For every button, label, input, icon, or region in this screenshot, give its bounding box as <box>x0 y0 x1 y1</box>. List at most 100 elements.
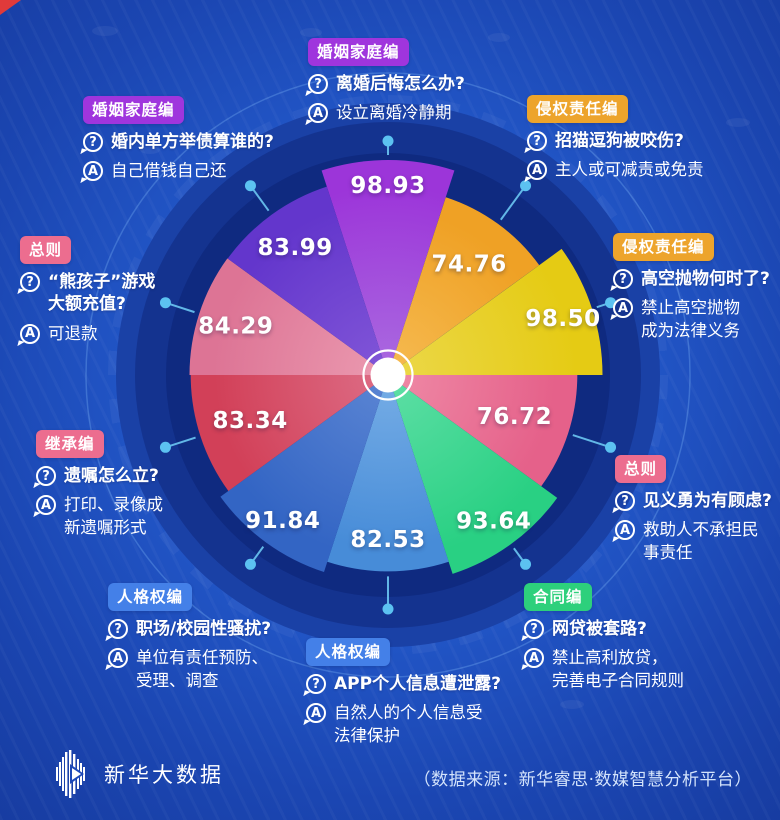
question-text: 招猫逗狗被咬伤? <box>555 131 684 151</box>
callout-general-good-samaritan: 总则 ? 见义勇为有顾虑? A 救助人不承担民 事责任 <box>615 455 772 564</box>
question-icon: ? <box>83 132 103 152</box>
callout-personality-harassment: 人格权编 ? 职场/校园性骚扰? A 单位有责任预防、 受理、调查 <box>108 583 271 692</box>
category-badge: 侵权责任编 <box>527 95 628 123</box>
callout-connector-dot <box>605 441 617 453</box>
sector-value-label: 83.34 <box>212 408 287 434</box>
xinhua-logo-icon <box>56 750 85 798</box>
category-badge: 人格权编 <box>108 583 193 611</box>
chart-sector-婚姻家庭编-98.93 <box>321 159 455 375</box>
answer-icon: A <box>615 520 635 541</box>
sector-value-label: 82.53 <box>350 527 425 553</box>
sector-value-label: 98.50 <box>525 306 600 332</box>
corner-flag-decoration <box>0 0 21 15</box>
question-text: “熊孩子”游戏 大额充值? <box>48 272 156 315</box>
question-text: 见义勇为有顾虑? <box>643 491 772 511</box>
sector-value-label: 83.99 <box>257 235 332 261</box>
question-text: 职场/校园性骚扰? <box>136 619 272 639</box>
answer-text: 单位有责任预防、 受理、调查 <box>136 648 268 690</box>
callout-marriage-debt: 婚姻家庭编 ? 婚内单方举债算谁的? A 自己借钱自己还 <box>83 96 274 183</box>
question-icon: ? <box>306 674 326 694</box>
answer-icon: A <box>527 160 547 181</box>
answer-icon: A <box>308 103 328 124</box>
callout-tort-dog-bite: 侵权责任编 ? 招猫逗狗被咬伤? A 主人或可减责或免责 <box>527 95 704 182</box>
category-badge: 侵权责任编 <box>613 233 714 261</box>
question-text: APP个人信息遭泄露? <box>334 674 501 694</box>
answer-icon: A <box>524 648 544 669</box>
brand-name: 新华大数据 <box>104 763 224 787</box>
question-icon: ? <box>20 272 40 292</box>
sector-value-label: 74.76 <box>431 251 506 277</box>
question-text: 遗嘱怎么立? <box>64 466 159 486</box>
category-badge: 婚姻家庭编 <box>83 96 184 124</box>
question-icon: ? <box>308 74 328 94</box>
bg-dot-decoration <box>560 700 584 709</box>
question-icon: ? <box>36 466 56 486</box>
question-text: 网贷被套路? <box>552 619 647 639</box>
callout-connector-line <box>572 434 611 449</box>
answer-text: 自然人的个人信息受 法律保护 <box>334 703 483 745</box>
answer-text: 自己借钱自己还 <box>111 161 227 181</box>
question-text: 婚内单方举债算谁的? <box>111 132 274 152</box>
answer-icon: A <box>306 703 326 724</box>
footer-brand: 新华大数据 <box>56 750 224 798</box>
callout-connector-line <box>499 185 527 221</box>
answer-text: 主人或可减责或免责 <box>555 160 704 180</box>
answer-text: 可退款 <box>48 323 98 343</box>
question-icon: ? <box>527 131 547 151</box>
question-icon: ? <box>613 269 633 289</box>
answer-icon: A <box>36 495 56 516</box>
bg-dot-decoration <box>488 33 510 42</box>
callout-marriage-divorce: 婚姻家庭编 ? 离婚后悔怎么办? A 设立离婚冷静期 <box>308 38 465 125</box>
callout-connector-dot <box>382 135 394 147</box>
category-badge: 总则 <box>615 455 667 483</box>
category-badge: 合同编 <box>524 583 592 611</box>
answer-text: 设立离婚冷静期 <box>336 103 452 123</box>
callout-inheritance-wills: 继承编 ? 遗嘱怎么立? A 打印、录像成 新遗嘱形式 <box>36 430 163 539</box>
callout-connector-dot <box>244 558 256 570</box>
chart-sector-侵权责任编-74.76 <box>388 197 540 375</box>
chart-center-ring <box>362 349 414 401</box>
category-badge: 人格权编 <box>306 638 391 666</box>
bg-dot-decoration <box>92 26 118 36</box>
question-text: 离婚后悔怎么办? <box>336 74 465 94</box>
callout-connector-dot <box>159 441 171 453</box>
callout-personality-app-privacy: 人格权编 ? APP个人信息遭泄露? A 自然人的个人信息受 法律保护 <box>306 638 501 747</box>
sector-value-label: 93.64 <box>456 509 531 535</box>
callout-general-kids-topup: 总则 ? “熊孩子”游戏 大额充值? A 可退款 <box>20 236 155 345</box>
answer-text: 打印、录像成 新遗嘱形式 <box>64 495 163 537</box>
answer-icon: A <box>108 648 128 669</box>
chart-sector-人格权编-82.53 <box>327 375 449 572</box>
answer-icon: A <box>83 161 103 182</box>
bg-dot-decoration <box>140 146 160 154</box>
chart-sector-婚姻家庭编-83.99 <box>227 186 388 375</box>
callout-connector-dot <box>382 603 394 615</box>
sector-value-label: 98.93 <box>350 173 425 199</box>
category-badge: 婚姻家庭编 <box>308 38 409 66</box>
chart-sector-侵权责任编-98.5 <box>388 248 603 375</box>
bg-dot-decoration <box>300 28 322 37</box>
answer-icon: A <box>20 323 40 344</box>
callout-connector-dot <box>244 180 256 192</box>
bg-ring-outline <box>85 72 691 678</box>
answer-text: 禁止高利放贷， 完善电子合同规则 <box>552 648 684 690</box>
answer-text: 救助人不承担民 事责任 <box>643 520 759 562</box>
sector-value-label: 84.29 <box>198 314 273 340</box>
question-icon: ? <box>524 619 544 639</box>
chart-sector-总则-76.72 <box>388 375 578 487</box>
chart-sector-人格权编-91.84 <box>220 375 388 572</box>
callout-contract-online-loans: 合同编 ? 网贷被套路? A 禁止高利放贷， 完善电子合同规则 <box>524 583 684 692</box>
category-badge: 总则 <box>20 236 72 264</box>
data-source-note: （数据来源：新华睿思·数媒智慧分析平台） <box>413 770 752 790</box>
chart-sector-总则-84.29 <box>189 258 388 375</box>
category-badge: 继承编 <box>36 430 104 458</box>
callout-tort-falling-objects: 侵权责任编 ? 高空抛物何时了? A 禁止高空抛物 成为法律义务 <box>613 233 770 342</box>
sector-value-label: 76.72 <box>477 404 552 430</box>
question-text: 高空抛物何时了? <box>641 269 770 289</box>
bg-dot-decoration <box>726 118 750 127</box>
question-icon: ? <box>108 619 128 639</box>
answer-text: 禁止高空抛物 成为法律义务 <box>641 298 740 340</box>
answer-icon: A <box>613 298 633 319</box>
sector-value-label: 91.84 <box>245 508 320 534</box>
